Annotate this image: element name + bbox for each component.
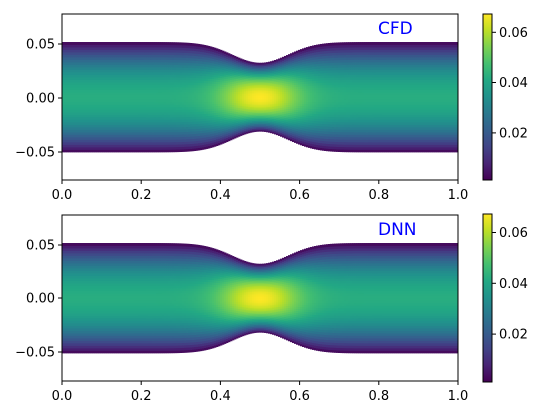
panel-cfd: 0.0 0.2 0.4 0.6 0.8 1.0 0.05 0.00 −0.05 …	[15, 14, 528, 203]
cfd-field	[62, 42, 458, 152]
